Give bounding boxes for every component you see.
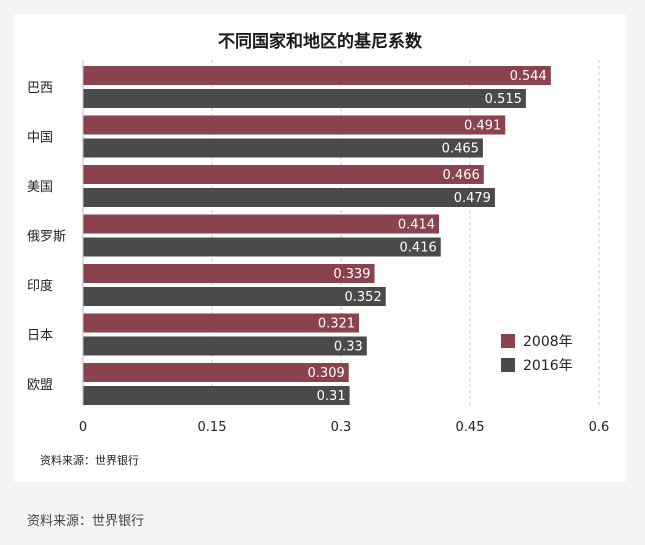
bar-2016 (83, 89, 526, 108)
bar-value-label: 0.491 (464, 119, 501, 134)
legend-swatch (501, 334, 515, 348)
legend-label: 2016年 (523, 358, 573, 374)
bar-value-label: 0.321 (318, 317, 355, 332)
bar-value-label: 0.465 (442, 142, 479, 157)
category-label: 印度 (27, 278, 53, 294)
bar-value-label: 0.515 (485, 92, 522, 107)
bar-value-label: 0.544 (510, 69, 547, 84)
chart-source-note: 资料来源：世界银行 (40, 453, 139, 467)
bar-2016 (83, 287, 386, 306)
bar-2016 (83, 138, 483, 158)
bar-value-label: 0.352 (345, 290, 382, 305)
bar-2008 (83, 66, 551, 85)
legend-swatch (501, 358, 515, 372)
bar-value-label: 0.414 (398, 218, 435, 233)
bar-2008 (83, 264, 375, 283)
chart-title: 不同国家和地区的基尼系数 (218, 31, 423, 52)
bar-2008 (83, 363, 349, 382)
category-label: 中国 (27, 131, 53, 146)
x-tick-label: 0.6 (589, 420, 610, 435)
category-label: 美国 (27, 180, 53, 195)
bar-value-label: 0.33 (334, 340, 363, 355)
bar-value-label: 0.479 (454, 191, 491, 206)
chart-card: 不同国家和地区的基尼系数 0 0.15 0.3 0.45 0.6 0.544 0.515 巴西 0… (14, 14, 626, 482)
bar-2016 (83, 237, 441, 257)
bar-2016 (83, 336, 367, 356)
page-source-note: 资料来源：世界银行 (27, 514, 145, 529)
bar-value-label: 0.416 (400, 241, 437, 256)
bar-2008 (83, 115, 506, 135)
bar-value-label: 0.466 (443, 168, 480, 183)
category-label: 日本 (27, 329, 53, 344)
bar-2016 (83, 188, 495, 207)
legend-label: 2008年 (523, 334, 573, 350)
bar-chart: 不同国家和地区的基尼系数 0 0.15 0.3 0.45 0.6 0.544 0.515 巴西 0… (27, 31, 610, 467)
category-label: 欧盟 (27, 378, 53, 393)
x-tick-label: 0.15 (198, 420, 227, 435)
x-tick-label: 0.45 (456, 420, 485, 435)
bar-2008 (83, 165, 484, 184)
category-label: 俄罗斯 (27, 230, 66, 245)
bar-2008 (83, 214, 440, 234)
bar-value-label: 0.339 (333, 267, 370, 282)
bar-value-label: 0.31 (317, 389, 346, 404)
bar-value-label: 0.309 (308, 366, 345, 381)
bar-2016 (83, 386, 350, 405)
bar-2008 (83, 313, 360, 333)
x-tick-label: 0.3 (331, 420, 352, 435)
category-label: 巴西 (27, 81, 53, 96)
x-tick-label: 0 (79, 420, 87, 435)
